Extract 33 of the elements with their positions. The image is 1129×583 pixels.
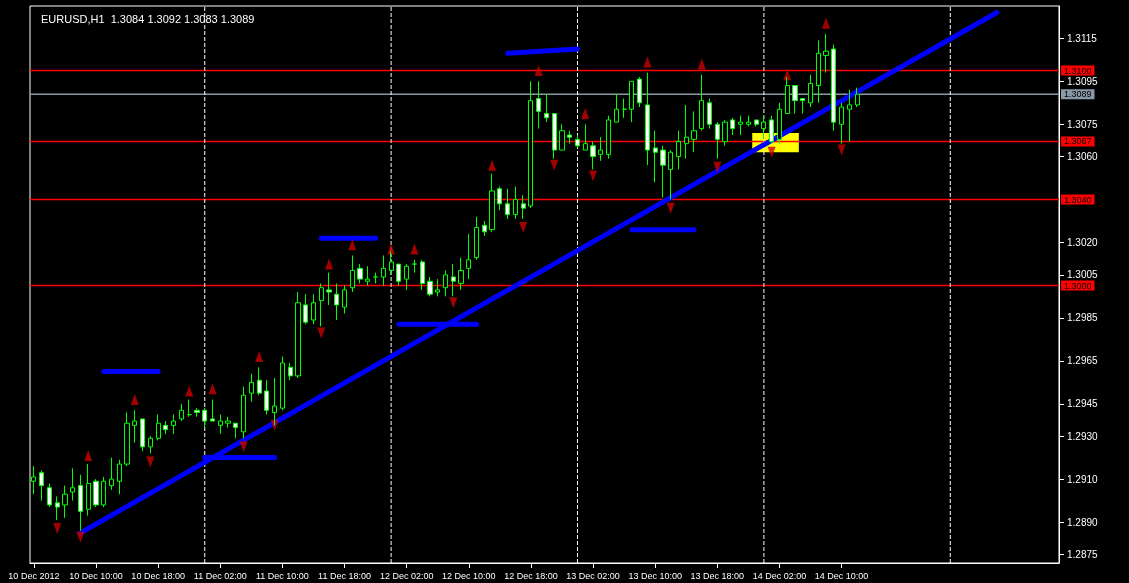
x-tick-label: 11 Dec 02:00 bbox=[193, 570, 247, 581]
x-tick-label: 12 Dec 10:00 bbox=[442, 570, 496, 581]
y-tick-label: 1.3060 bbox=[1067, 151, 1099, 163]
x-tick-label: 13 Dec 18:00 bbox=[690, 570, 745, 581]
x-tick-label: 13 Dec 02:00 bbox=[566, 570, 620, 581]
y-tick-label: 1.2930 bbox=[1067, 430, 1099, 442]
y-tick-label: 1.3115 bbox=[1067, 32, 1098, 44]
ref-line-label: 1.3089 bbox=[1064, 89, 1092, 100]
y-tick-label: 1.3095 bbox=[1067, 75, 1099, 87]
y-tick-label: 1.3075 bbox=[1067, 118, 1099, 130]
x-tick-label: 10 Dec 18:00 bbox=[131, 570, 185, 581]
y-tick-label: 1.2965 bbox=[1067, 355, 1099, 367]
x-tick-label: 12 Dec 02:00 bbox=[379, 570, 434, 581]
x-tick-label: 11 Dec 18:00 bbox=[318, 570, 371, 581]
y-tick-label: 1.2875 bbox=[1067, 548, 1099, 560]
y-tick-label: 1.2910 bbox=[1067, 473, 1099, 485]
x-tick-label: 10 Dec 10:00 bbox=[69, 570, 123, 581]
y-tick-label: 1.3005 bbox=[1067, 269, 1099, 281]
ref-line-label: 1.3040 bbox=[1064, 194, 1092, 205]
text: EURUSD,H1 1.3084 1.3092 1.3083 1.3089 bbox=[41, 12, 255, 25]
ref-line-label: 1.3000 bbox=[1064, 280, 1092, 291]
y-tick-label: 1.2890 bbox=[1067, 516, 1099, 528]
ref-line-label: 1.3100 bbox=[1064, 65, 1092, 76]
x-tick-label: 12 Dec 18:00 bbox=[504, 570, 558, 581]
x-tick-label: 10 Dec 2012 bbox=[8, 570, 60, 581]
y-tick-label: 1.3020 bbox=[1067, 237, 1099, 249]
ref-line-label: 1.3067 bbox=[1064, 136, 1092, 147]
x-tick-label: 14 Dec 10:00 bbox=[814, 570, 869, 581]
y-tick-label: 1.2985 bbox=[1067, 312, 1099, 324]
x-tick-label: 13 Dec 10:00 bbox=[628, 570, 682, 581]
x-tick-label: 11 Dec 10:00 bbox=[255, 570, 309, 581]
y-tick-label: 1.2945 bbox=[1067, 398, 1099, 410]
x-tick-label: 14 Dec 02:00 bbox=[752, 570, 807, 581]
